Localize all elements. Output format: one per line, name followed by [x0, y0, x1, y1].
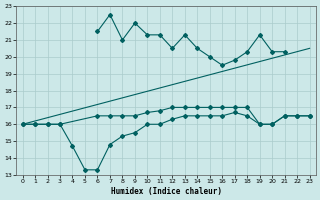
X-axis label: Humidex (Indice chaleur): Humidex (Indice chaleur) — [111, 187, 221, 196]
